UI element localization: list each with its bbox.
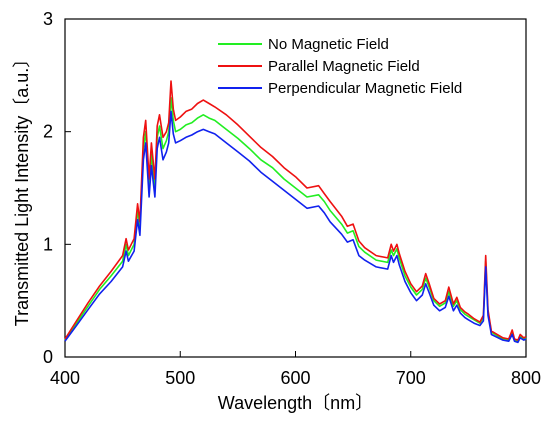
y-tick-label: 0 bbox=[43, 347, 53, 367]
y-tick-label: 1 bbox=[43, 234, 53, 254]
x-tick-label: 500 bbox=[165, 368, 195, 388]
x-tick-label: 800 bbox=[511, 368, 541, 388]
x-axis-label: Wavelength〔nm〕 bbox=[218, 393, 373, 413]
legend-label-2: Parallel Magnetic Field bbox=[268, 58, 420, 75]
series-line-3 bbox=[64, 110, 527, 344]
tick-layer: 400 500 600 700 800 0 1 2 3 bbox=[43, 9, 541, 388]
y-tick-label: 2 bbox=[43, 122, 53, 142]
x-tick-label: 700 bbox=[396, 368, 426, 388]
series-layer bbox=[64, 80, 527, 344]
x-tick-label: 400 bbox=[50, 368, 80, 388]
y-tick-label: 3 bbox=[43, 9, 53, 29]
y-axis-label: Transmitted Light Intensity〔a.u.〕 bbox=[12, 50, 32, 326]
series-line-2 bbox=[64, 80, 527, 341]
legend-label-3: Perpendicular Magnetic Field bbox=[268, 80, 462, 97]
legend: No Magnetic Field Parallel Magnetic Field… bbox=[218, 36, 462, 97]
legend-label-1: No Magnetic Field bbox=[268, 36, 389, 53]
x-tick-label: 600 bbox=[280, 368, 310, 388]
